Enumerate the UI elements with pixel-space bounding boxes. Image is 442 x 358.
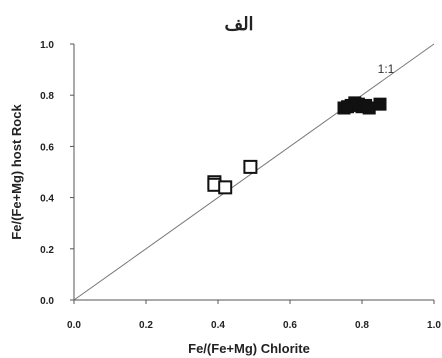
open-square-point xyxy=(218,180,233,195)
x-axis-ticks: 0.0 0.2 0.4 0.6 0.8 1.0 xyxy=(67,300,441,331)
filled-square-point xyxy=(362,101,376,115)
y-axis-label: Fe/(Fe+Mg) host Rock xyxy=(9,104,24,240)
chart-title: الف xyxy=(224,14,253,35)
filled-square-point xyxy=(373,97,387,111)
y-tick-label: 0.2 xyxy=(40,245,54,256)
x-tick-label: 0.6 xyxy=(283,320,297,331)
x-axis-label: Fe/(Fe+Mg) Chlorite xyxy=(188,341,310,356)
y-tick-label: 0.6 xyxy=(40,142,54,153)
x-tick-label: 0.8 xyxy=(355,320,369,331)
open-square-point xyxy=(243,159,258,174)
y-tick-label: 0.4 xyxy=(40,194,54,205)
y-tick-label: 0.8 xyxy=(40,91,54,102)
y-tick-label: 1.0 xyxy=(40,40,54,51)
x-tick-label: 0.0 xyxy=(67,320,81,331)
x-tick-label: 0.2 xyxy=(139,320,153,331)
plot-area xyxy=(73,44,434,301)
one-to-one-label: 1:1 xyxy=(378,62,395,76)
x-tick-label: 1.0 xyxy=(427,320,441,331)
data-points xyxy=(207,96,387,195)
y-tick-label: 0.0 xyxy=(40,296,54,307)
y-axis-ticks: 0.0 0.2 0.4 0.6 0.8 1.0 xyxy=(40,40,74,307)
x-tick-label: 0.4 xyxy=(211,320,225,331)
